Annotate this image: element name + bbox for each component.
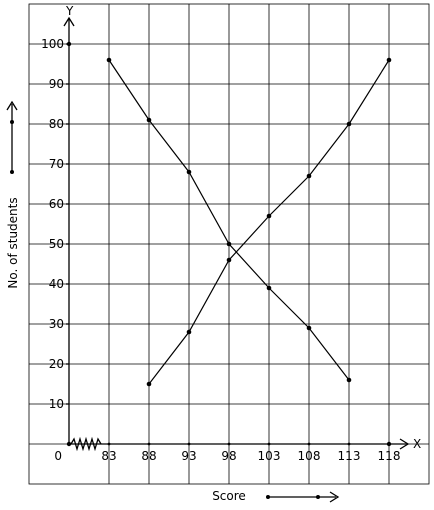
y-tick-label: 20 bbox=[49, 357, 64, 371]
y-axis-arrow bbox=[63, 16, 75, 27]
data-point bbox=[306, 325, 312, 331]
data-point bbox=[186, 169, 192, 175]
y-tick-label: 30 bbox=[49, 317, 64, 331]
y-axis-letter: Y bbox=[65, 4, 74, 18]
origin-dot bbox=[66, 441, 72, 447]
x-tick-mark bbox=[107, 442, 111, 446]
x-tick-label: 113 bbox=[338, 449, 361, 463]
x-tick-label: 83 bbox=[101, 449, 116, 463]
x-tick-mark bbox=[147, 442, 151, 446]
data-point bbox=[386, 57, 392, 63]
axis-break-zigzag bbox=[70, 436, 102, 452]
x-axis-letter: X bbox=[413, 437, 421, 451]
data-point bbox=[226, 241, 232, 247]
x-tick-mark bbox=[227, 442, 231, 446]
x-tick-label: 118 bbox=[378, 449, 401, 463]
x-tick-label: 88 bbox=[141, 449, 156, 463]
x-tick-mark bbox=[187, 442, 191, 446]
data-point bbox=[186, 329, 192, 335]
data-point bbox=[266, 213, 272, 219]
series bbox=[106, 57, 392, 387]
y-tick-label: 70 bbox=[49, 157, 64, 171]
y-tick-label: 50 bbox=[49, 237, 64, 251]
x-tick-label: 108 bbox=[298, 449, 321, 463]
y-tick-label: 40 bbox=[49, 277, 64, 291]
data-point bbox=[346, 377, 352, 383]
y-axis-title: No. of students bbox=[6, 197, 20, 288]
data-point bbox=[106, 57, 112, 63]
x-tick-label: 93 bbox=[181, 449, 196, 463]
x-tick-mark bbox=[347, 442, 351, 446]
x-tick-label: 98 bbox=[221, 449, 236, 463]
y-tick-label: 90 bbox=[49, 77, 64, 91]
data-point bbox=[306, 173, 312, 179]
origin-label: 0 bbox=[54, 449, 62, 463]
x-tick-label: 103 bbox=[258, 449, 281, 463]
y-tick-label: 10 bbox=[49, 397, 64, 411]
x-axis-title-arrow bbox=[266, 491, 340, 503]
y-axis-title-arrow bbox=[6, 100, 18, 174]
y-axis-top-dot bbox=[66, 41, 72, 47]
data-point bbox=[146, 381, 152, 387]
x-axis-title: Score bbox=[212, 489, 246, 503]
y-tick-label: 80 bbox=[49, 117, 64, 131]
data-point bbox=[266, 285, 272, 291]
data-point bbox=[226, 257, 232, 263]
data-point bbox=[146, 117, 152, 123]
tick-labels: 83 88 93 98 103 108 113 118 10 20 30 40 50 60 70 80 90 10… bbox=[41, 37, 400, 463]
data-point bbox=[346, 121, 352, 127]
y-tick-label: 100 bbox=[41, 37, 64, 51]
x-tick-mark bbox=[307, 442, 311, 446]
x-tick-mark bbox=[267, 442, 271, 446]
x-axis-arrow bbox=[399, 438, 410, 450]
x-axis-end-dot bbox=[386, 441, 392, 447]
y-tick-label: 60 bbox=[49, 197, 64, 211]
